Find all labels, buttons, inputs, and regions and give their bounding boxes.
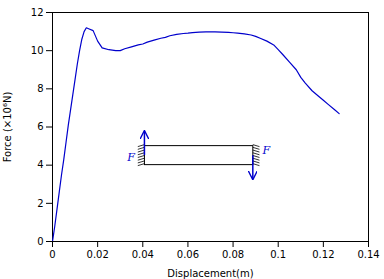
svg-text:10: 10 bbox=[31, 45, 44, 56]
svg-text:6: 6 bbox=[37, 121, 43, 132]
svg-text:F: F bbox=[126, 151, 135, 164]
svg-text:0: 0 bbox=[49, 249, 55, 260]
svg-text:0.12: 0.12 bbox=[312, 249, 334, 260]
svg-text:F: F bbox=[261, 144, 270, 157]
svg-text:2: 2 bbox=[37, 198, 43, 209]
svg-text:4: 4 bbox=[37, 159, 43, 170]
svg-text:0.14: 0.14 bbox=[357, 249, 379, 260]
svg-text:0: 0 bbox=[37, 236, 43, 247]
svg-text:12: 12 bbox=[31, 7, 44, 18]
svg-text:8: 8 bbox=[37, 83, 43, 94]
svg-text:0.04: 0.04 bbox=[132, 249, 154, 260]
svg-text:Displacement(m): Displacement(m) bbox=[167, 268, 253, 279]
svg-text:0.02: 0.02 bbox=[87, 249, 109, 260]
svg-text:0.06: 0.06 bbox=[177, 249, 199, 260]
svg-text:0.1: 0.1 bbox=[270, 249, 286, 260]
svg-text:Force (×10⁶N): Force (×10⁶N) bbox=[2, 92, 13, 163]
svg-text:0.08: 0.08 bbox=[222, 249, 244, 260]
